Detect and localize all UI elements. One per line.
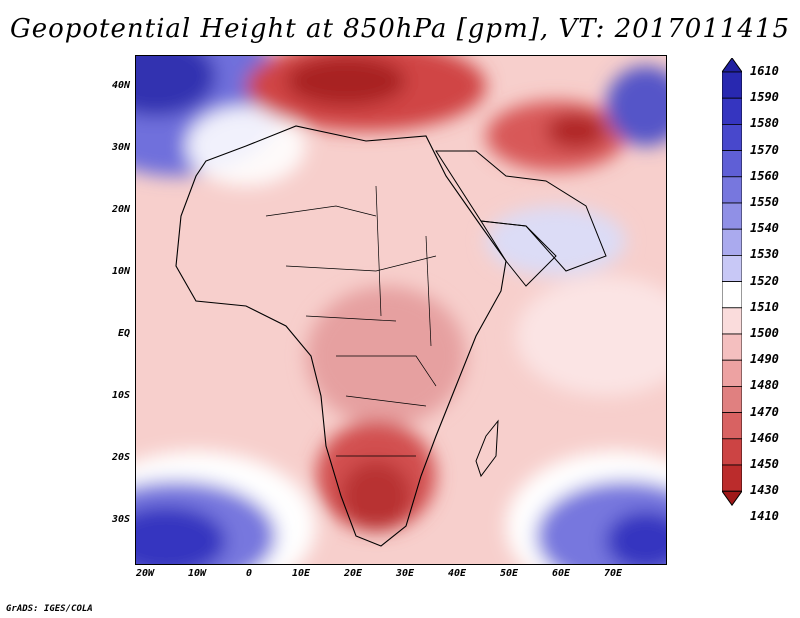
colorbar-label: 1530 <box>750 247 779 262</box>
colorbar-swatch <box>722 228 742 256</box>
colorbar-swatch <box>722 385 742 413</box>
map-panel <box>135 55 667 565</box>
lat-label-40n: 40N <box>111 80 130 91</box>
colorbar-swatch <box>722 202 742 230</box>
lon-label-50e: 50E <box>499 568 519 579</box>
lat-label-eq: EQ <box>117 328 130 339</box>
colorbar-top-arrow <box>722 58 742 73</box>
colorbar-swatch <box>722 150 742 178</box>
colorbar-label: 1560 <box>750 168 779 183</box>
colorbar-swatch <box>722 333 742 361</box>
colorbar-bottom-arrow <box>722 490 742 507</box>
colorbar-label: 1480 <box>750 378 779 393</box>
colorbar-swatch <box>722 176 742 204</box>
lat-label-20n: 20N <box>111 204 130 215</box>
lon-label-40e: 40E <box>447 568 467 579</box>
colorbar-swatch <box>722 359 742 387</box>
colorbar <box>722 58 742 507</box>
lon-label-70e: 70E <box>603 568 623 579</box>
colorbar-label: 1470 <box>750 404 779 419</box>
colorbar-label: 1490 <box>750 352 779 367</box>
lon-label-10e: 10E <box>291 568 311 579</box>
colorbar-swatch <box>722 412 742 440</box>
colorbar-label: 1500 <box>750 326 779 340</box>
colorbar-swatch <box>722 97 742 125</box>
colorbar-label: 1550 <box>750 195 779 209</box>
lat-label-30n: 30N <box>111 142 130 153</box>
colorbar-label: 1410 <box>750 509 779 524</box>
colorbar-swatch <box>722 71 742 99</box>
lon-label-60e: 60E <box>551 568 571 579</box>
colorbar-label: 1610 <box>750 64 779 78</box>
colorbar-label: 1540 <box>750 221 779 236</box>
lon-label-20w: 20W <box>135 568 155 579</box>
colorbar-label: 1570 <box>750 142 779 157</box>
colorbar-label: 1460 <box>750 430 779 445</box>
colorbar-swatch <box>722 124 742 152</box>
colorbar-swatch <box>722 307 742 335</box>
colorbar-swatch <box>722 254 742 282</box>
map-title: Geopotential Height at 850hPa [gpm], VT:… <box>9 14 791 44</box>
colorbar-label: 1520 <box>750 273 779 288</box>
colorbar-label: 1510 <box>750 299 779 314</box>
lat-label-10s: 10S <box>111 390 130 401</box>
grads-credit: GrADS: IGES/COLA <box>6 604 93 614</box>
colorbar-label: 1430 <box>750 483 779 498</box>
colorbar-swatch <box>722 464 742 492</box>
lat-label-20s: 20S <box>111 452 130 463</box>
lat-label-30s: 30S <box>111 514 130 525</box>
colorbar-label: 1580 <box>750 116 779 131</box>
lat-label-10n: 10N <box>111 266 130 277</box>
geopotential-field <box>136 56 666 564</box>
lon-label-0: 0 <box>245 568 253 579</box>
lon-label-30e: 30E <box>395 568 415 579</box>
colorbar-swatch <box>722 281 742 309</box>
colorbar-swatch <box>722 438 742 466</box>
lon-label-20e: 20E <box>343 568 363 579</box>
colorbar-label: 1450 <box>750 457 779 471</box>
colorbar-label: 1590 <box>750 90 779 105</box>
lon-label-10w: 10W <box>187 568 207 579</box>
